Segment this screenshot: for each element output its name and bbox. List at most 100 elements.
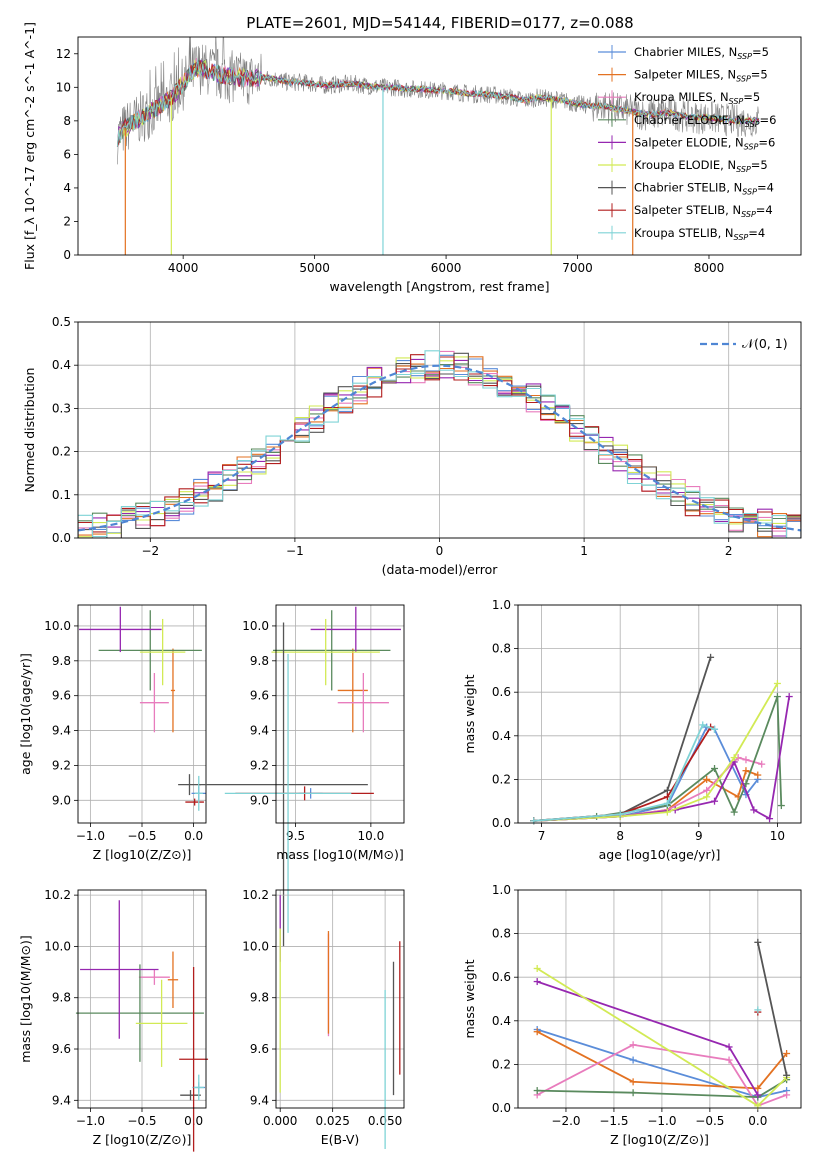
weight-marker-kroupa-stelib: [754, 1006, 762, 1014]
mass-vs-metallicity-panel: −1.0 −0.5 0.09.49.69.810.010.2Z [log10(Z/Z…: [18, 888, 209, 1152]
x-tick-label: −0.5: [127, 1114, 156, 1128]
x-axis-label: Z [log10(Z/Z⊙)]: [610, 1132, 709, 1147]
x-axis-label: mass [log10(M/M⊙)]: [276, 847, 404, 862]
age-vs-mass-panel: 9.5 10.0 9.0 9.2 9.4 9.6 9.8 10.0 mass [log10(M/…: [199, 604, 405, 947]
legend-label-sub: SSP: [736, 75, 751, 84]
weight-marker-kroupa-stelib: [711, 725, 719, 733]
y-tick-label: 10.2: [44, 888, 71, 902]
legend-label-sub: SSP: [744, 142, 759, 151]
axes-frame: [77, 889, 207, 1109]
weight-marker-kroupa-stelib: [699, 721, 707, 729]
y-tick-label: 2: [63, 214, 71, 228]
age-vs-metallicity-panel: −1.0 −0.5 0.0 9.0 9.2 9.4 9.6 9.8 10.0 Z [log10(Z…: [18, 604, 207, 862]
x-tick-label: −1.0: [76, 1114, 105, 1128]
legend-entry: Kroupa ELODIE, NSSP=5: [598, 158, 768, 174]
legend: 𝒩(0, 1): [700, 336, 788, 351]
legend-label: 𝒩(0, 1): [742, 336, 788, 351]
y-tick-label: 4: [63, 181, 71, 195]
residual-histogram-panel: −2 −1 0 1 2 0.0 0.1 0.2 0.3 0.4 0.5 (data-model)/er…: [22, 315, 802, 577]
y-tick-label: 9.8: [250, 654, 269, 668]
spectrum-panel: 4000 5000 6000 7000 8000 0 2 4 6 8 10 12 wavelength …: [22, 22, 802, 294]
y-tick-label: 9.0: [250, 793, 269, 807]
weight-line-chabrier-miles: [533, 726, 759, 822]
axes-frame: [275, 604, 405, 824]
axes-frame: [517, 889, 802, 1109]
legend-label: Chabrier STELIB, NSSP=4: [634, 181, 774, 197]
histogram-salpeter-stelib: [78, 354, 801, 538]
weight-marker-kroupa-elodie: [703, 793, 711, 801]
weight-marker-salpeter-miles: [703, 775, 711, 783]
y-tick-label: 9.8: [52, 654, 71, 668]
legend-label-model: Chabrier ELODIE, N: [634, 113, 745, 127]
weight-marker-chabrier-miles: [629, 1056, 637, 1064]
y-axis-label: mass [log10(M/M⊙)]: [18, 935, 33, 1063]
y-tick-label: 9.6: [52, 1042, 71, 1056]
plot-area: [79, 606, 206, 811]
weight-marker-kroupa-miles: [703, 786, 711, 794]
weight-marker-kroupa-miles: [742, 756, 750, 764]
plot-area: [279, 895, 401, 1150]
weight-line-chabrier-elodie: [537, 1078, 788, 1099]
weight-marker-kroupa-stelib: [616, 810, 624, 818]
legend-label-count: =5: [751, 158, 768, 172]
legend-entry: Salpeter ELODIE, NSSP=6: [598, 135, 775, 151]
grid: [518, 889, 801, 1109]
x-tick-label: 8000: [694, 261, 725, 275]
x-axis-label: E(B-V): [321, 1132, 360, 1147]
y-tick-label: 9.0: [52, 793, 71, 807]
y-tick-label: 9.6: [250, 689, 269, 703]
y-tick-label: 0.8: [492, 927, 511, 941]
histogram-kroupa-stelib: [78, 350, 801, 538]
y-tick-label: 9.2: [250, 758, 269, 772]
weight-marker-kroupa-elodie: [730, 754, 738, 762]
weight-marker-salpeter-miles: [754, 1084, 762, 1092]
y-tick-label: 0.8: [492, 642, 511, 656]
y-tick-label: 9.2: [52, 758, 71, 772]
x-tick-label: 2: [725, 544, 733, 558]
weight-marker-salpeter-elodie: [766, 815, 774, 823]
legend-label-sub: SSP: [736, 165, 751, 174]
x-tick-label: 0.0: [184, 829, 203, 843]
x-tick-label: 10: [770, 829, 785, 843]
weight-marker-salpeter-elodie: [785, 693, 793, 701]
axes-frame: [77, 604, 207, 824]
weight-marker-salpeter-miles: [754, 771, 762, 779]
x-tick-label: 0.025: [315, 1114, 349, 1128]
legend-entry: Kroupa STELIB, NSSP=4: [598, 225, 765, 242]
y-tick-label: 10.0: [44, 939, 71, 953]
weight-marker-salpeter-miles: [783, 1050, 791, 1057]
y-axis-label: Normed distribution: [22, 368, 37, 493]
weight-marker-kroupa-elodie: [663, 808, 671, 816]
y-tick-label: 0.2: [492, 1057, 511, 1071]
weight-marker-salpeter-elodie: [750, 806, 758, 814]
x-tick-label: −2: [141, 544, 159, 558]
legend-label-sub: SSP: [741, 210, 756, 219]
y-tick-label: 6: [63, 147, 71, 161]
weight-marker-kroupa-miles: [629, 1041, 637, 1049]
y-tick-label: 0.6: [492, 685, 511, 699]
legend-label-count: =6: [758, 135, 775, 149]
weight-marker-chabrier-stelib: [663, 786, 671, 794]
legend-label-count: =6: [760, 113, 777, 127]
legend-label-count: =4: [748, 226, 765, 240]
legend-label-model: Salpeter MILES, N: [634, 68, 736, 82]
weight-marker-chabrier-elodie: [773, 693, 781, 701]
weight-marker-chabrier-stelib: [754, 938, 762, 946]
weight-marker-chabrier-stelib: [783, 1071, 791, 1079]
axes-frame: [275, 889, 405, 1109]
x-tick-label: −1: [286, 544, 304, 558]
x-tick-label: −0.5: [695, 1114, 724, 1128]
y-tick-label: 0.5: [52, 315, 71, 329]
y-tick-label: 10.0: [44, 619, 71, 633]
weight-marker-kroupa-miles: [758, 760, 766, 768]
legend-label-model: Chabrier MILES, N: [634, 45, 737, 59]
weight-vs-metallicity-panel: −2.0 −1.5 −1.0 −0.5 0.0 0.0 0.2 0.4 0.6 0.8 1.0 Z […: [462, 883, 802, 1147]
legend-label-sub: SSP: [745, 120, 760, 129]
weight-marker-kroupa-miles: [783, 1091, 791, 1099]
weight-marker-salpeter-miles: [742, 767, 750, 775]
legend-label-sub: SSP: [729, 97, 744, 106]
weight-line-chabrier-miles: [536, 1028, 787, 1099]
plot-area: [530, 653, 793, 825]
y-tick-label: 0.3: [52, 401, 71, 415]
